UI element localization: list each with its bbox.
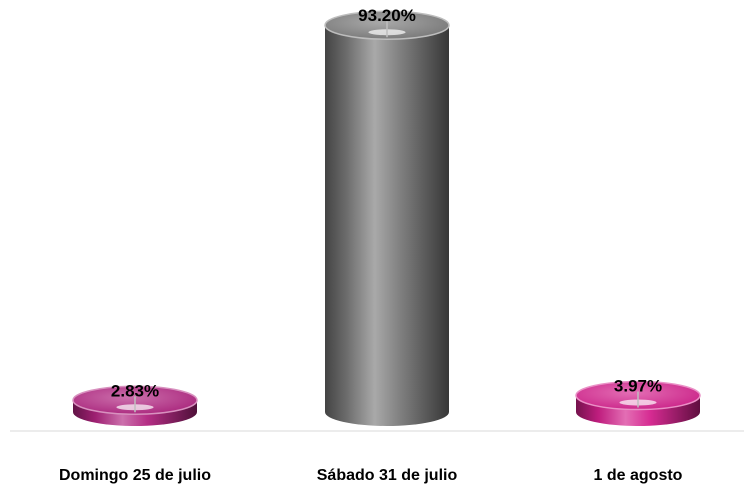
category-label-1: Domingo 25 de julio bbox=[59, 467, 211, 484]
bar-1 bbox=[72, 385, 198, 426]
value-labels-group: 2.83% 93.20% 3.97% bbox=[111, 6, 662, 400]
category-label-2: Sábado 31 de julio bbox=[317, 467, 458, 484]
value-label-1: 2.83% bbox=[111, 381, 159, 400]
value-label-2: 93.20% bbox=[358, 6, 416, 25]
bar-3 bbox=[575, 380, 701, 426]
bar-2 bbox=[324, 10, 450, 426]
category-label-3: 1 de agosto bbox=[594, 467, 683, 484]
category-labels-group: Domingo 25 de julio Sábado 31 de julio 1 d… bbox=[59, 467, 683, 484]
bars-group bbox=[72, 10, 701, 426]
value-label-3: 3.97% bbox=[614, 377, 662, 396]
